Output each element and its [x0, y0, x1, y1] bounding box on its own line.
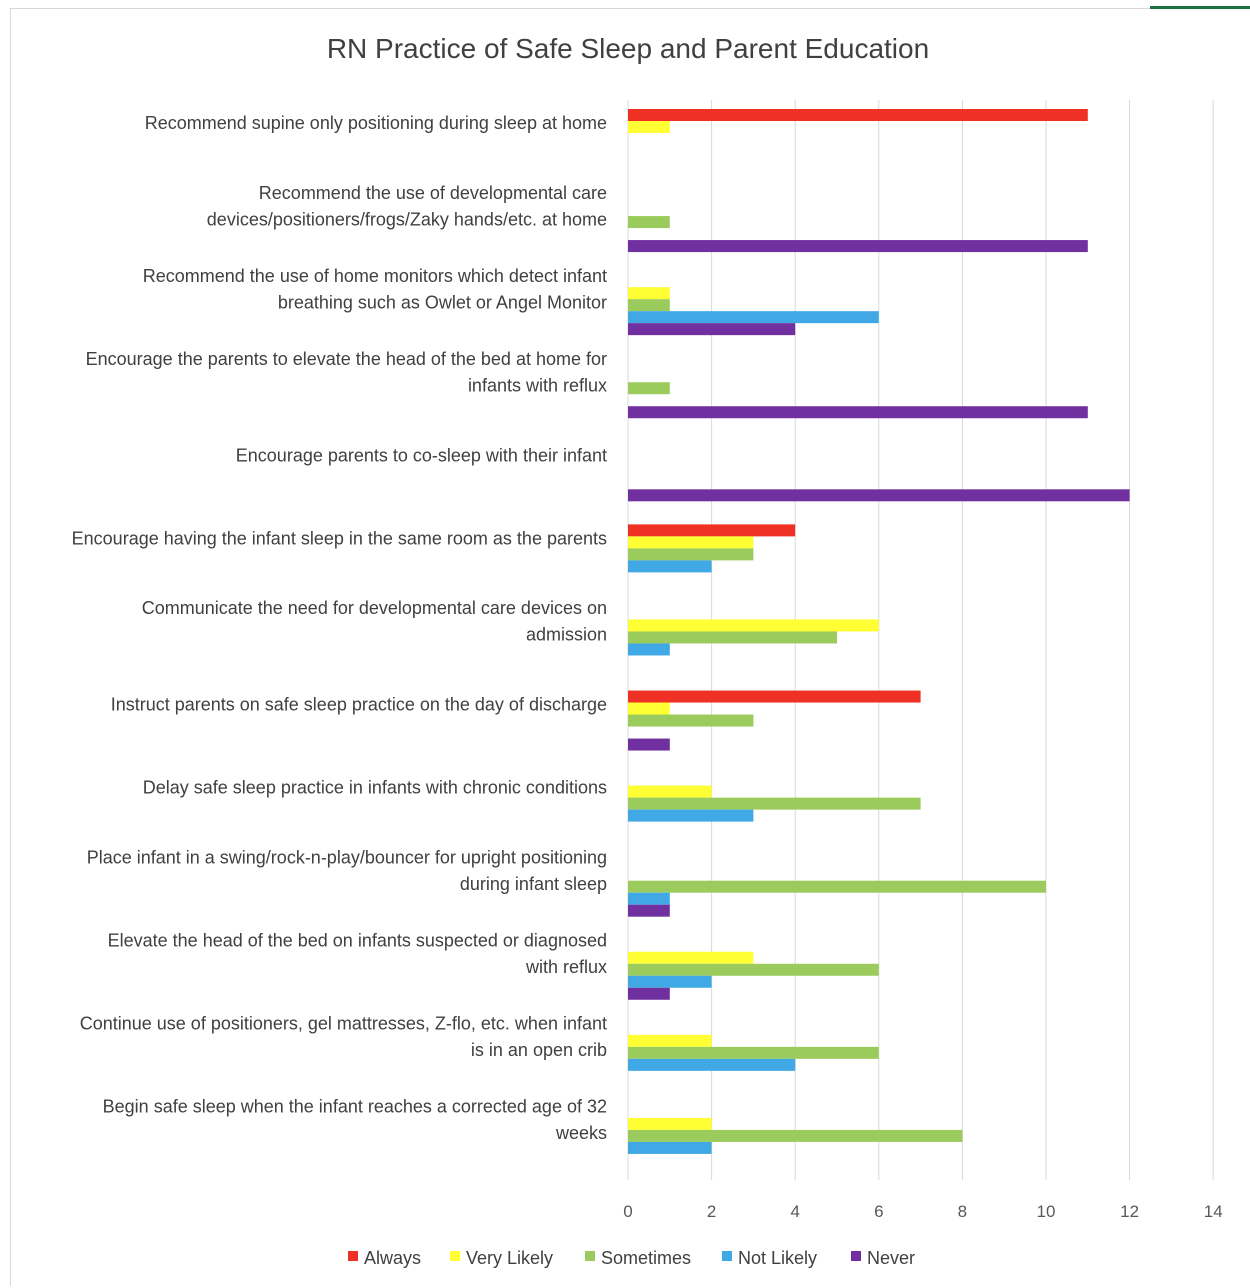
bars [628, 109, 1130, 1154]
bar-sometimes [628, 797, 921, 810]
x-tick-label: 6 [874, 1202, 883, 1221]
category-label: infants with reflux [468, 375, 607, 395]
bar-never [628, 406, 1088, 419]
legend-label: Sometimes [601, 1248, 691, 1268]
bar-not-likely [628, 892, 670, 905]
chart-title: RN Practice of Safe Sleep and Parent Edu… [327, 33, 929, 64]
bar-sometimes [628, 631, 837, 644]
chart-frame [10, 8, 1248, 1286]
x-tick-label: 12 [1120, 1202, 1139, 1221]
bar-very-likely [628, 785, 712, 798]
bar-sometimes [628, 714, 754, 727]
bar-sometimes [628, 1129, 963, 1142]
bar-not-likely [628, 643, 670, 656]
bar-very-likely [628, 121, 670, 133]
bar-not-likely [628, 560, 712, 573]
bar-very-likely [628, 1117, 712, 1130]
gridlines [627, 100, 1214, 1180]
bar-sometimes [628, 1046, 879, 1059]
bar-not-likely [628, 809, 754, 822]
bar-sometimes [628, 880, 1046, 893]
x-tick-label: 8 [958, 1202, 967, 1221]
legend-label: Always [364, 1248, 421, 1268]
bar-sometimes [628, 216, 670, 229]
x-tick-label: 0 [623, 1202, 632, 1221]
legend-swatch [585, 1251, 595, 1261]
legend: Always Very Likely Sometimes Not Likely Neve… [348, 1248, 915, 1268]
category-labels: Recommend supine only positioning during… [72, 113, 607, 1143]
bar-sometimes [628, 963, 879, 976]
x-tick-label: 14 [1204, 1202, 1223, 1221]
bar-very-likely [628, 536, 754, 549]
bar-very-likely [628, 287, 670, 300]
category-label: Recommend the use of home monitors which… [143, 266, 607, 286]
category-label: admission [526, 625, 607, 645]
bar-never [628, 489, 1130, 502]
category-label: Instruct parents on safe sleep practice … [111, 695, 607, 715]
bar-never [628, 987, 670, 1000]
bar-sometimes [628, 299, 670, 312]
bar-not-likely [628, 311, 879, 324]
excel-corner-accent [1150, 6, 1250, 9]
x-axis-ticks: 0 2 4 6 8 10 12 14 [623, 1202, 1222, 1221]
bar-never [628, 738, 670, 751]
bar-very-likely [628, 702, 670, 715]
bar-very-likely [628, 619, 879, 632]
category-label: Recommend the use of developmental care [259, 183, 607, 203]
x-tick-label: 2 [707, 1202, 716, 1221]
category-label: Delay safe sleep practice in infants wit… [143, 778, 607, 798]
category-label: devices/positioners/frogs/Zaky hands/etc… [207, 209, 607, 229]
legend-label: Very Likely [466, 1248, 553, 1268]
category-label: Encourage having the infant sleep in the… [72, 528, 607, 548]
x-tick-label: 10 [1037, 1202, 1056, 1221]
category-label: Place infant in a swing/rock-n-play/boun… [87, 847, 607, 867]
bar-always [628, 690, 921, 703]
x-tick-label: 4 [790, 1202, 799, 1221]
category-label: weeks [555, 1123, 607, 1143]
legend-label: Never [867, 1248, 915, 1268]
bar-always [628, 524, 796, 537]
bar-very-likely [628, 1034, 712, 1047]
category-label: during infant sleep [460, 874, 607, 894]
legend-swatch [851, 1251, 861, 1261]
category-label: Begin safe sleep when the infant reaches… [103, 1097, 607, 1117]
bar-never [628, 323, 796, 336]
category-label: with reflux [525, 957, 607, 977]
legend-swatch [348, 1251, 358, 1261]
category-label: Continue use of positioners, gel mattres… [80, 1014, 607, 1034]
category-label: Recommend supine only positioning during… [145, 113, 607, 133]
bar-never [628, 904, 670, 917]
bar-not-likely [628, 1058, 796, 1071]
category-label: Communicate the need for developmental c… [142, 598, 607, 618]
bar-not-likely [628, 975, 712, 988]
category-label: Elevate the head of the bed on infants s… [108, 931, 607, 951]
bar-not-likely [628, 1141, 712, 1154]
bar-very-likely [628, 951, 754, 964]
legend-swatch [722, 1251, 732, 1261]
category-label: is in an open crib [471, 1040, 607, 1060]
category-label: Encourage parents to co-sleep with their… [236, 445, 607, 465]
bar-never [628, 240, 1088, 253]
bar-always [628, 109, 1088, 121]
bar-sometimes [628, 382, 670, 395]
category-label: Encourage the parents to elevate the hea… [86, 349, 607, 369]
bar-sometimes [628, 548, 754, 561]
category-label: breathing such as Owlet or Angel Monitor [278, 292, 607, 312]
legend-label: Not Likely [738, 1248, 817, 1268]
legend-swatch [450, 1251, 460, 1261]
